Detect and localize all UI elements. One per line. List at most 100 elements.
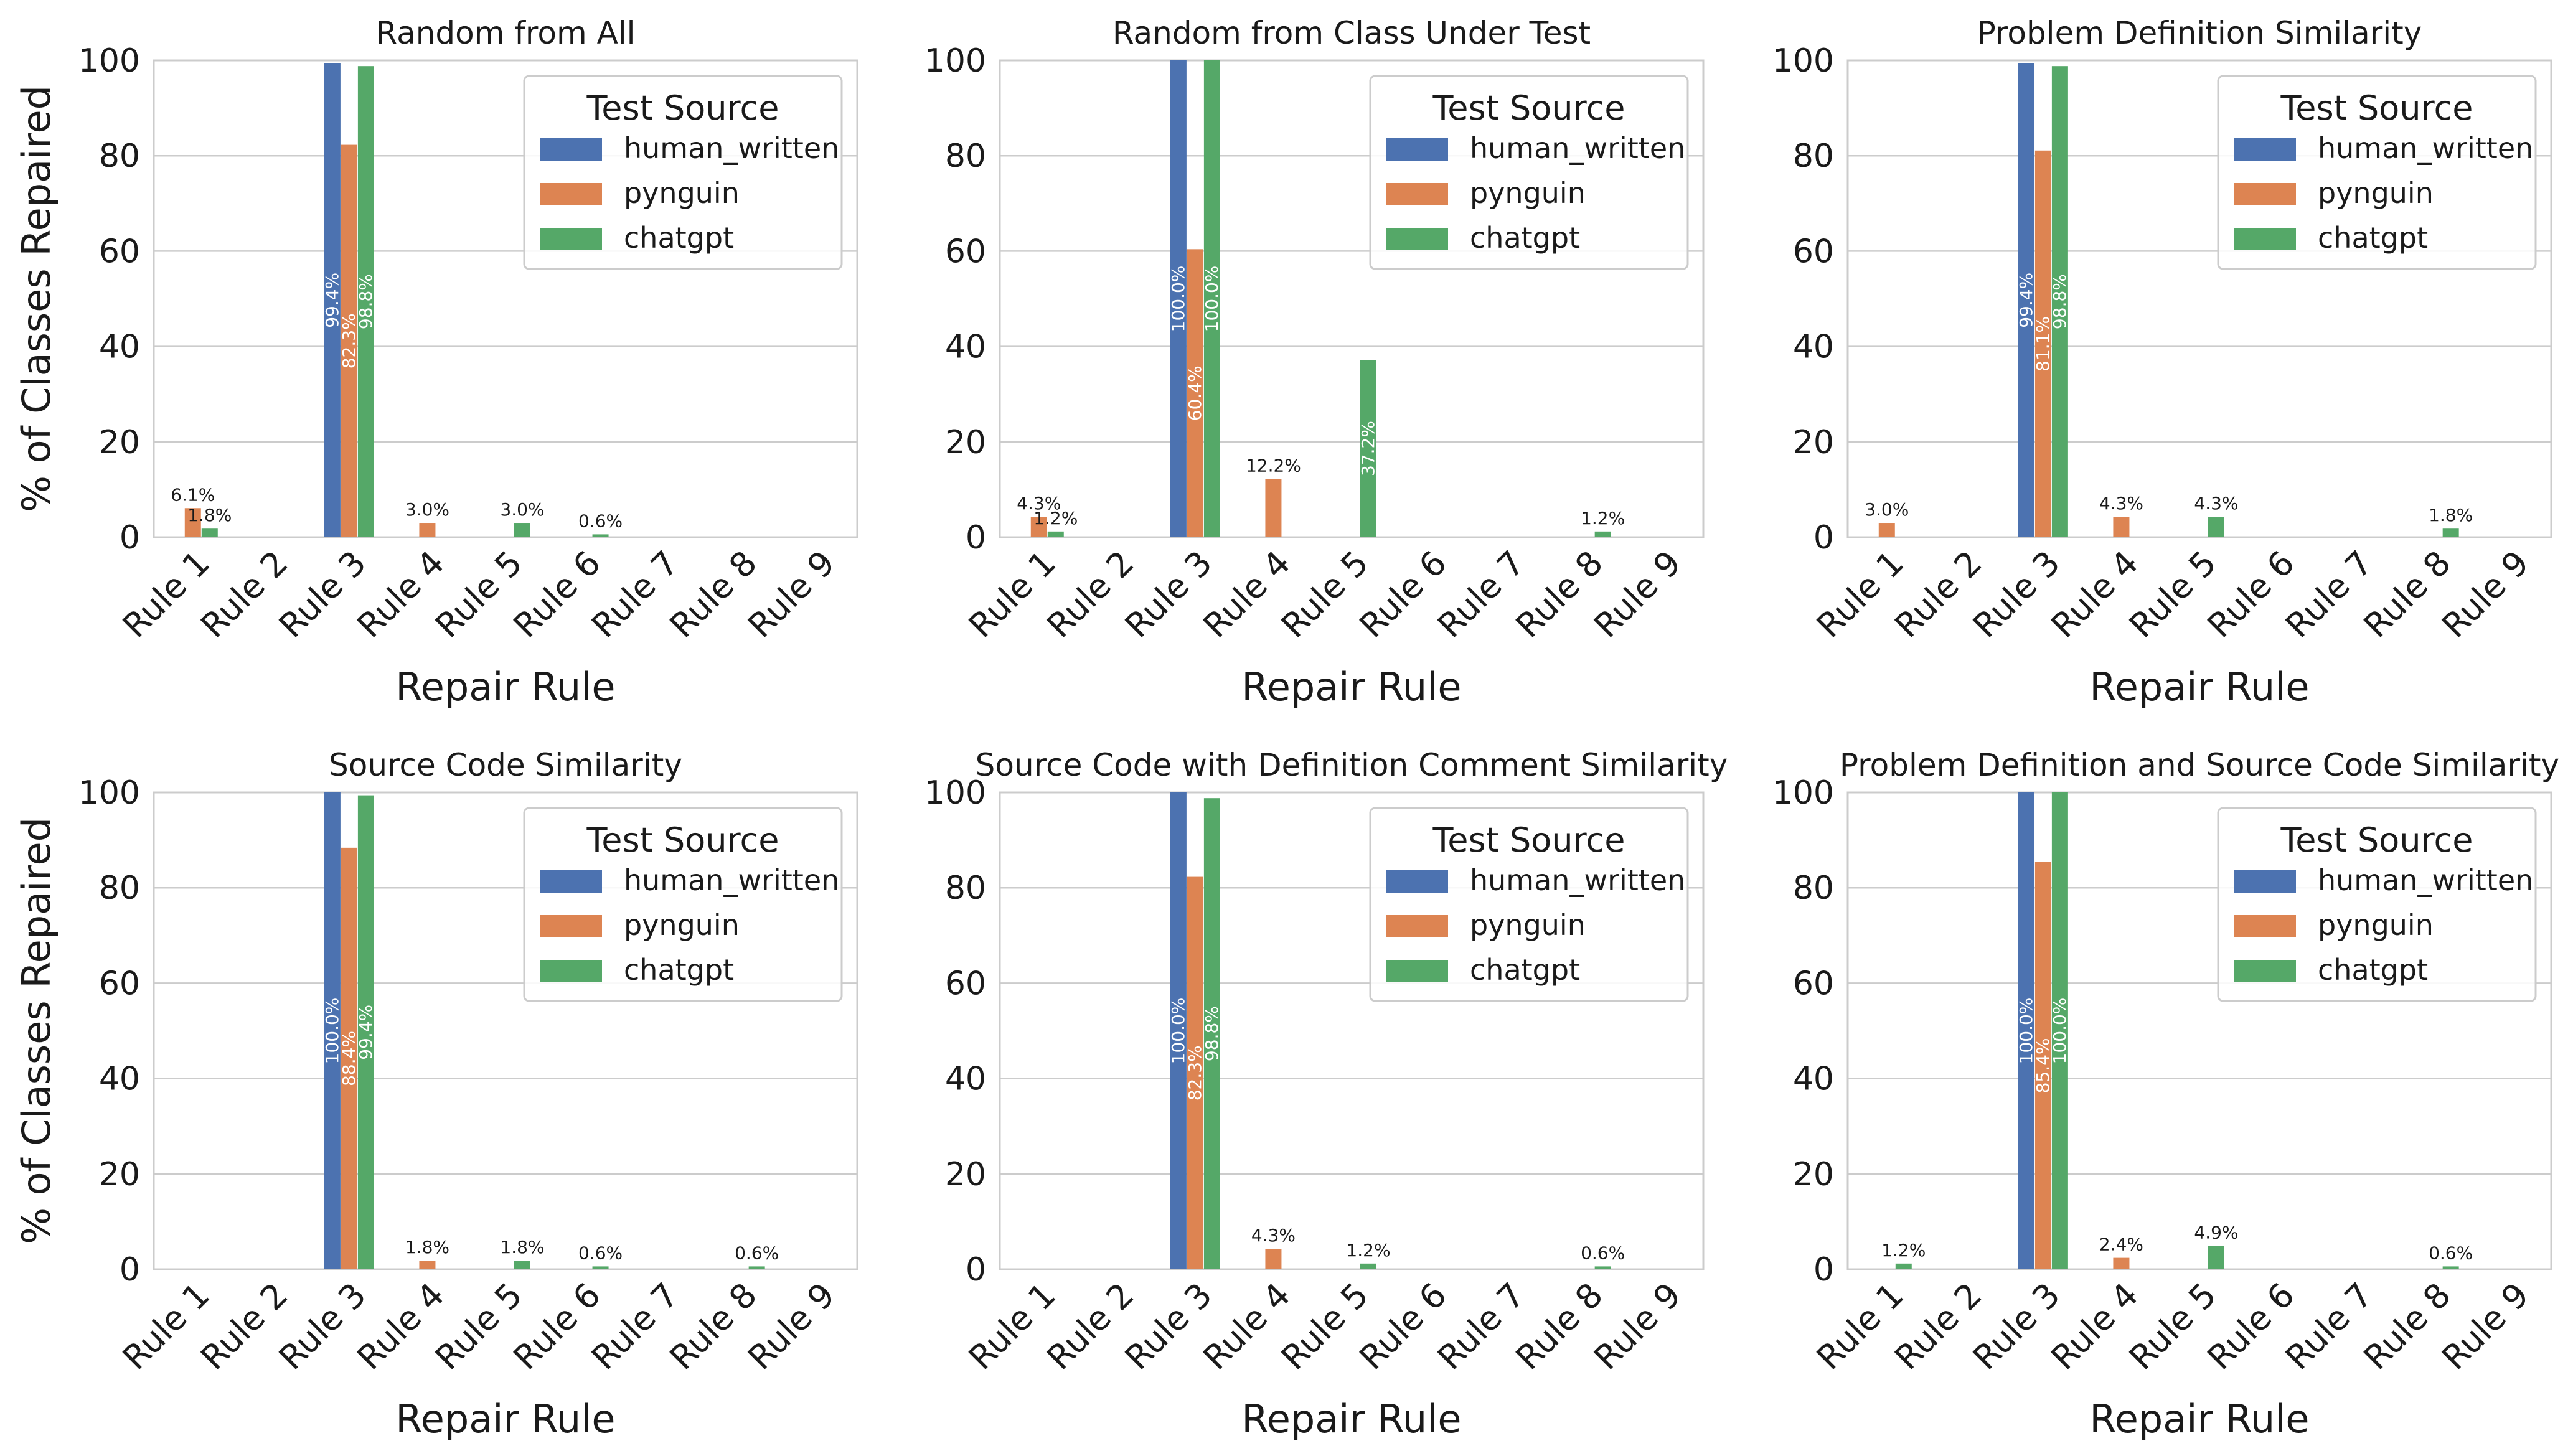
y-tick-label: 20 (99, 424, 140, 461)
x-tick-label: Rule 1 (1809, 1275, 1911, 1378)
y-tick-label: 0 (120, 519, 140, 557)
bar-chatgpt-rule-8 (2442, 1266, 2459, 1269)
x-axis-label: Repair Rule (2089, 664, 2309, 710)
y-tick-label: 100 (78, 774, 140, 812)
bar-value-label: 82.3% (1185, 1045, 1205, 1101)
chart-title: Problem Definition Similarity (1977, 15, 2422, 51)
plot-frame (999, 791, 1705, 1270)
legend-swatch-human-written (2234, 138, 2296, 161)
x-tick-label: Rule 2 (1039, 1275, 1141, 1378)
bar-chatgpt-rule-1 (1047, 531, 1064, 537)
legend-title: Test Source (586, 88, 779, 128)
x-tick-label: Rule 2 (1039, 543, 1141, 646)
bar-chatgpt-rule-1 (201, 528, 218, 537)
bar-pynguin-rule-3 (1187, 249, 1203, 537)
legend-swatch-chatgpt (1386, 228, 1448, 250)
bar-chatgpt-rule-8 (2442, 528, 2459, 537)
bar-value-label: 1.8% (405, 1237, 449, 1257)
bar-pynguin-rule-3 (341, 144, 357, 537)
x-tick-label: Rule 5 (2122, 1275, 2224, 1378)
bar-value-label: 1.8% (500, 1237, 544, 1257)
legend-swatch-human-written (540, 870, 602, 893)
x-tick-label: Rule 6 (1352, 543, 1454, 646)
x-tick-label: Rule 7 (2278, 543, 2380, 646)
y-tick-label: 100 (1772, 774, 1834, 812)
x-tick-label: Rule 7 (1430, 1275, 1532, 1378)
x-tick-label: Rule 6 (2200, 543, 2302, 646)
x-tick-label: Rule 8 (1508, 1275, 1611, 1378)
bar-chatgpt-rule-5 (1360, 360, 1376, 537)
legend-swatch-chatgpt (540, 960, 602, 982)
y-tick-label: 100 (924, 774, 986, 812)
plot-frame (153, 791, 858, 1270)
x-tick-label: Rule 1 (961, 543, 1063, 646)
chart-title: Random from All (375, 15, 635, 51)
bar-chatgpt-rule-5 (2208, 517, 2224, 537)
x-tick-label: Rule 3 (271, 543, 374, 646)
bar-value-label: 3.0% (1865, 499, 1909, 520)
legend-label: chatgpt (1470, 953, 1580, 987)
bar-pynguin-rule-3 (341, 847, 357, 1269)
bar-pynguin-rule-4 (2113, 517, 2130, 537)
y-tick-label: 80 (99, 870, 140, 907)
bar-chatgpt-rule-1 (1895, 1263, 1912, 1269)
x-tick-label: Rule 6 (1352, 1275, 1454, 1378)
legend-label: chatgpt (2318, 221, 2428, 255)
bar-pynguin-rule-4 (2113, 1257, 2130, 1269)
bar-value-label: 82.3% (339, 313, 359, 369)
x-tick-label: Rule 2 (1887, 1275, 1989, 1378)
bar-value-label: 12.2% (1246, 456, 1301, 476)
legend-label: pynguin (624, 176, 740, 210)
x-tick-label: Rule 1 (961, 1275, 1063, 1378)
bar-value-label: 100.0% (1168, 266, 1188, 332)
legend-title: Test Source (2280, 820, 2473, 860)
y-tick-label: 20 (99, 1156, 140, 1193)
bar-chatgpt-rule-5 (1360, 1263, 1376, 1269)
x-tick-label: Rule 8 (662, 1275, 764, 1378)
y-tick-label: 0 (1813, 1251, 1834, 1289)
bar-chatgpt-rule-3 (2051, 792, 2068, 1269)
bar-value-label: 0.6% (735, 1242, 779, 1263)
bar-value-label: 99.4% (2016, 273, 2036, 328)
legend-label: human_written (2318, 863, 2533, 897)
x-tick-label: Rule 2 (193, 1275, 295, 1378)
legend-title: Test Source (1432, 820, 1625, 860)
bar-chatgpt-rule-3 (357, 66, 374, 537)
bar-value-label: 81.1% (2033, 316, 2053, 372)
bar-human-written-rule-3 (1170, 792, 1187, 1269)
x-tick-label: Rule 7 (2278, 1275, 2380, 1378)
x-tick-label: Rule 9 (1586, 543, 1688, 646)
legend-label: human_written (2318, 131, 2533, 165)
y-tick-label: 0 (966, 1251, 986, 1289)
bar-chatgpt-rule-3 (2051, 66, 2068, 537)
chart-title: Problem Definition and Source Code Simil… (1840, 747, 2559, 783)
legend-label: chatgpt (1470, 221, 1580, 255)
y-tick-label: 60 (945, 965, 986, 1002)
chart-panel-2: 0 20 40 60 80 100 100.0% 4.3% 60.4% 12.2% 1.2% 100.… (924, 15, 1705, 710)
bar-pynguin-rule-4 (1265, 479, 1282, 537)
bar-value-label: 98.8% (1202, 1006, 1222, 1061)
y-tick-label: 100 (924, 42, 986, 80)
bar-value-label: 4.3% (2194, 493, 2238, 514)
legend-label: human_written (624, 863, 839, 897)
legend-swatch-chatgpt (1386, 960, 1448, 982)
x-tick-label: Rule 5 (428, 1275, 530, 1378)
chart-panel-4: 0 20 40 60 80 100 100.0%88.4% 1.8% 99.4% 1.8% 0.6%… (14, 747, 858, 1442)
chart-panel-6: 0 20 40 60 80 100 100.0%85.4% 2.4% 1.2% 100.0% 4.9… (1772, 747, 2559, 1442)
x-tick-label: Rule 3 (1965, 1275, 2067, 1378)
x-tick-label: Rule 2 (193, 543, 295, 646)
bar-value-label: 100.0% (1168, 998, 1188, 1064)
x-tick-label: Rule 3 (1117, 543, 1220, 646)
legend-swatch-pynguin (2234, 183, 2296, 205)
legend-title: Test Source (586, 820, 779, 860)
legend-swatch-pynguin (2234, 915, 2296, 937)
legend-swatch-pynguin (540, 915, 602, 937)
legend-swatch-chatgpt (2234, 228, 2296, 250)
bar-chatgpt-rule-5 (514, 1261, 530, 1269)
legend-swatch-human-written (1386, 870, 1448, 893)
